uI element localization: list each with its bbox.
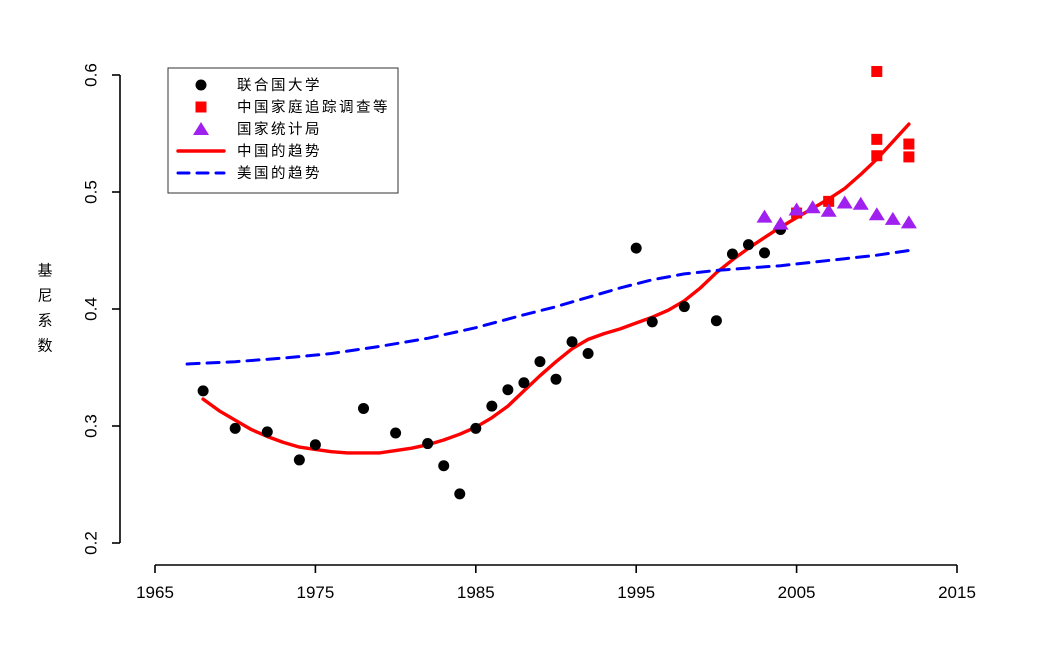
point-series-1 [903, 151, 915, 163]
y-tick-label: 0.2 [81, 531, 100, 555]
legend-swatch-circle-icon [195, 79, 207, 91]
data-points [197, 65, 917, 500]
point-series-0 [582, 347, 594, 359]
legend-label: 联合国大学 [237, 77, 322, 94]
point-series-1 [903, 138, 915, 150]
point-series-0 [630, 242, 642, 254]
legend-label: 中国家庭追踪调查等 [237, 98, 390, 116]
point-series-0 [422, 438, 434, 450]
x-tick-label: 1985 [457, 583, 495, 602]
point-series-0 [726, 248, 738, 260]
point-series-1 [823, 195, 835, 207]
point-series-2 [756, 209, 773, 223]
point-series-0 [309, 439, 321, 451]
point-series-2 [836, 195, 853, 209]
point-series-0 [759, 247, 771, 259]
point-series-0 [566, 336, 578, 348]
point-series-0 [550, 373, 562, 385]
trend-line-3 [201, 122, 911, 455]
point-series-0 [646, 316, 658, 328]
point-series-0 [518, 377, 530, 389]
point-series-2 [884, 211, 901, 225]
point-series-0 [742, 239, 754, 251]
x-tick-label: 1995 [617, 583, 655, 602]
point-series-0 [358, 402, 370, 414]
y-tick-label: 0.5 [81, 180, 100, 204]
point-series-0 [390, 427, 402, 439]
point-series-0 [197, 385, 209, 397]
legend-swatch-square-icon [195, 101, 207, 113]
point-series-0 [261, 426, 273, 438]
x-tick-label: 2005 [778, 583, 816, 602]
point-series-0 [486, 400, 498, 412]
point-series-0 [470, 422, 482, 434]
point-series-0 [534, 356, 546, 368]
point-series-2 [900, 215, 917, 229]
legend-swatch-triangle-icon [193, 122, 209, 135]
point-series-1 [871, 65, 883, 77]
point-series-0 [710, 315, 722, 327]
x-tick-label: 2015 [938, 583, 976, 602]
point-series-2 [820, 203, 837, 217]
point-series-2 [772, 216, 789, 230]
point-series-2 [804, 200, 821, 214]
y-tick-label: 0.4 [81, 297, 100, 321]
point-series-0 [502, 384, 514, 396]
y-tick-label: 0.3 [81, 414, 100, 438]
point-series-0 [293, 454, 305, 466]
point-series-2 [868, 207, 885, 221]
y-axis-title-char: 数 [37, 337, 52, 354]
x-axis: 1965 1975 1985 1995 2005 2015 [136, 564, 976, 602]
legend-label: 美国的趋势 [237, 165, 322, 182]
point-series-0 [454, 488, 466, 500]
point-series-0 [438, 460, 450, 472]
x-tick-label: 1975 [296, 583, 334, 602]
trend-line-4 [185, 249, 911, 366]
point-series-2 [852, 196, 869, 210]
x-tick-label: 1965 [136, 583, 174, 602]
point-series-0 [229, 422, 241, 434]
y-axis-title-char: 系 [37, 312, 52, 329]
y-axis-title-char: 基 [37, 262, 52, 279]
point-series-1 [871, 133, 883, 145]
y-axis: 0.2 0.3 0.4 0.5 0.6 [81, 63, 121, 555]
y-axis-title-char: 尼 [37, 287, 52, 304]
point-series-0 [678, 301, 690, 313]
legend-label: 中国的趋势 [237, 143, 322, 160]
point-series-2 [788, 202, 805, 216]
point-series-1 [871, 150, 883, 162]
y-tick-label: 0.6 [81, 63, 100, 87]
trend-lines [185, 122, 911, 455]
legend-label: 国家统计局 [237, 121, 322, 138]
